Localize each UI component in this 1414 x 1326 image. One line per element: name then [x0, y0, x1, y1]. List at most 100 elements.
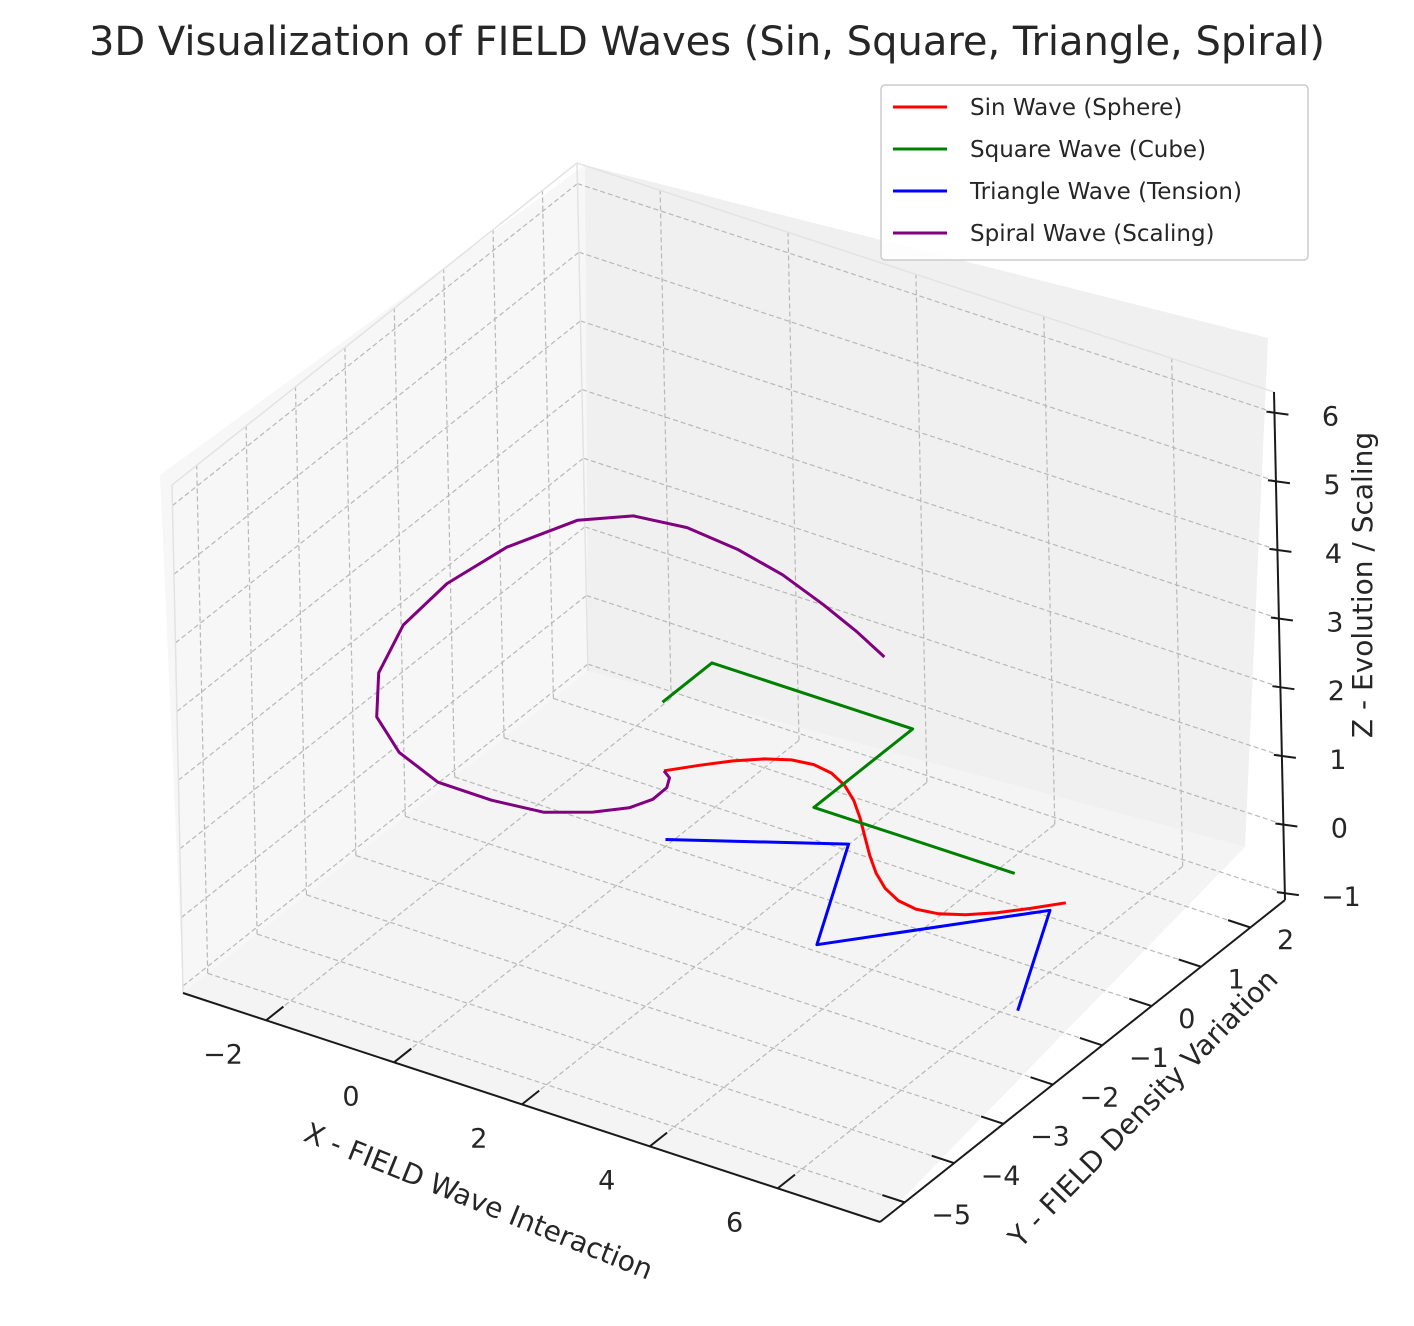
pane-left — [160, 165, 588, 993]
z-tick-mark — [1270, 616, 1294, 622]
pane-edge-top-back — [576, 162, 1275, 393]
x-tick-mark — [777, 1173, 796, 1190]
z-tick-mark — [1269, 547, 1292, 553]
legend-label-spiral-wave-scaling: Spiral Wave (Scaling) — [970, 221, 1215, 247]
series-lines — [375, 514, 1067, 1012]
grid-line-y-floor — [553, 697, 1251, 929]
z-tick-label: 2 — [1328, 676, 1345, 707]
z-tick-mark — [1272, 685, 1295, 691]
z-tick-label: 3 — [1326, 608, 1343, 639]
y-axis-line — [879, 899, 1286, 1223]
legend: Sin Wave (Sphere) Square Wave (Cube) Trian… — [880, 84, 1309, 261]
axes — [171, 162, 1286, 1223]
y-tick-mark — [1227, 919, 1251, 929]
z-tick-label: 6 — [1322, 402, 1339, 433]
y-tick-label: 2 — [1277, 925, 1294, 956]
z-axis-line — [1273, 391, 1286, 901]
grid-line-y-side — [541, 190, 555, 699]
grid-line-y-floor — [306, 894, 1004, 1125]
grid-line-y-side — [344, 347, 357, 856]
y-tick-label: 0 — [1178, 1004, 1195, 1035]
grid-line-z-side — [180, 595, 587, 918]
grid-line-x-floor — [649, 823, 1056, 1147]
x-tick-label: 2 — [470, 1124, 487, 1155]
grid-line-y-floor — [454, 776, 1152, 1007]
grid-line-z-back — [578, 251, 1277, 482]
legend-frame — [880, 84, 1309, 261]
grid-line-z-side — [173, 251, 580, 575]
z-tick-mark — [1273, 753, 1297, 759]
x-tick-label: −2 — [203, 1040, 243, 1071]
grid-line-z-side — [179, 526, 586, 850]
y-tick-mark — [882, 1194, 906, 1204]
x-tick-mark — [393, 1047, 412, 1064]
y-tick-mark — [1128, 997, 1152, 1007]
y-tick-label: −2 — [1079, 1082, 1119, 1113]
x-axis-line — [182, 992, 881, 1223]
grid-lines — [172, 183, 1286, 1203]
grid-line-x-back — [659, 190, 672, 699]
grid-line-z-side — [172, 183, 578, 507]
grid-line-y-floor — [503, 737, 1202, 968]
grid-line-y-floor — [355, 854, 1054, 1086]
grid-line-z-side — [182, 663, 589, 987]
y-tick-mark — [1030, 1076, 1054, 1086]
pane-edge-top-left — [171, 162, 578, 486]
grid-line-y-side — [443, 269, 456, 778]
pane-floor — [183, 671, 1245, 1222]
z-tick-mark — [1266, 410, 1289, 416]
series-line-sin-wave-sphere — [663, 757, 1067, 917]
x-tick-label: 4 — [598, 1166, 615, 1197]
y-tick-label: −1 — [1129, 1043, 1169, 1074]
grid-line-z-back — [586, 594, 1284, 826]
grid-line-x-back — [787, 232, 800, 741]
grid-line-y-side — [294, 386, 308, 895]
z-tick-mark — [1276, 891, 1299, 897]
x-tick-label: 0 — [342, 1082, 359, 1113]
grid-line-x-floor — [265, 697, 672, 1021]
grid-line-z-back — [577, 183, 1275, 414]
pane-edge-front-left — [171, 484, 184, 994]
grid-line-z-back — [583, 457, 1281, 688]
grid-line-z-side — [178, 457, 584, 781]
x-tick-label: 6 — [726, 1208, 743, 1239]
y-tick-mark — [980, 1115, 1004, 1125]
grid-line-z-back — [580, 320, 1278, 551]
y-tick-label: −5 — [931, 1200, 971, 1231]
grid-line-z-side — [175, 320, 581, 644]
grid-line-y-floor — [405, 815, 1103, 1046]
y-tick-mark — [1178, 958, 1202, 968]
legend-label-triangle-wave-tension: Triangle Wave (Tension) — [969, 179, 1242, 205]
z-tick-label: 1 — [1329, 745, 1346, 776]
z-tick-label: 5 — [1323, 470, 1340, 501]
y-tick-mark — [931, 1154, 955, 1165]
y-tick-label: 1 — [1228, 964, 1245, 995]
pane-edge-back-corner — [576, 162, 589, 672]
grid-line-y-floor — [207, 972, 905, 1203]
z-tick-label: −1 — [1321, 882, 1361, 913]
chart-title: 3D Visualization of FIELD Waves (Sin, Sq… — [89, 19, 1325, 65]
y-tick-mark — [1079, 1036, 1103, 1047]
z-tick-mark — [1267, 479, 1291, 485]
grid-line-x-back — [1171, 358, 1184, 867]
z-axis-label: Z - Evolution / Scaling — [1346, 432, 1379, 738]
x-tick-mark — [649, 1131, 668, 1148]
legend-label-square-wave-cube: Square Wave (Cube) — [970, 137, 1206, 163]
z-tick-label: 0 — [1331, 813, 1348, 844]
grid-line-y-side — [492, 229, 505, 738]
grid-line-y-floor — [256, 933, 955, 1164]
grid-line-y-side — [196, 465, 209, 974]
grid-line-z-back — [581, 388, 1280, 620]
grid-line-x-floor — [777, 865, 1184, 1189]
grid-line-x-floor — [521, 781, 928, 1105]
grid-line-y-side — [393, 308, 406, 817]
grid-line-x-back — [1043, 316, 1056, 825]
y-tick-label: −3 — [1030, 1122, 1070, 1153]
grid-line-y-side — [245, 426, 258, 935]
x-tick-mark — [521, 1089, 540, 1106]
series-line-spiral-wave-scaling — [375, 514, 886, 814]
grid-line-z-back — [587, 663, 1286, 894]
z-tick-label: 4 — [1325, 539, 1342, 570]
